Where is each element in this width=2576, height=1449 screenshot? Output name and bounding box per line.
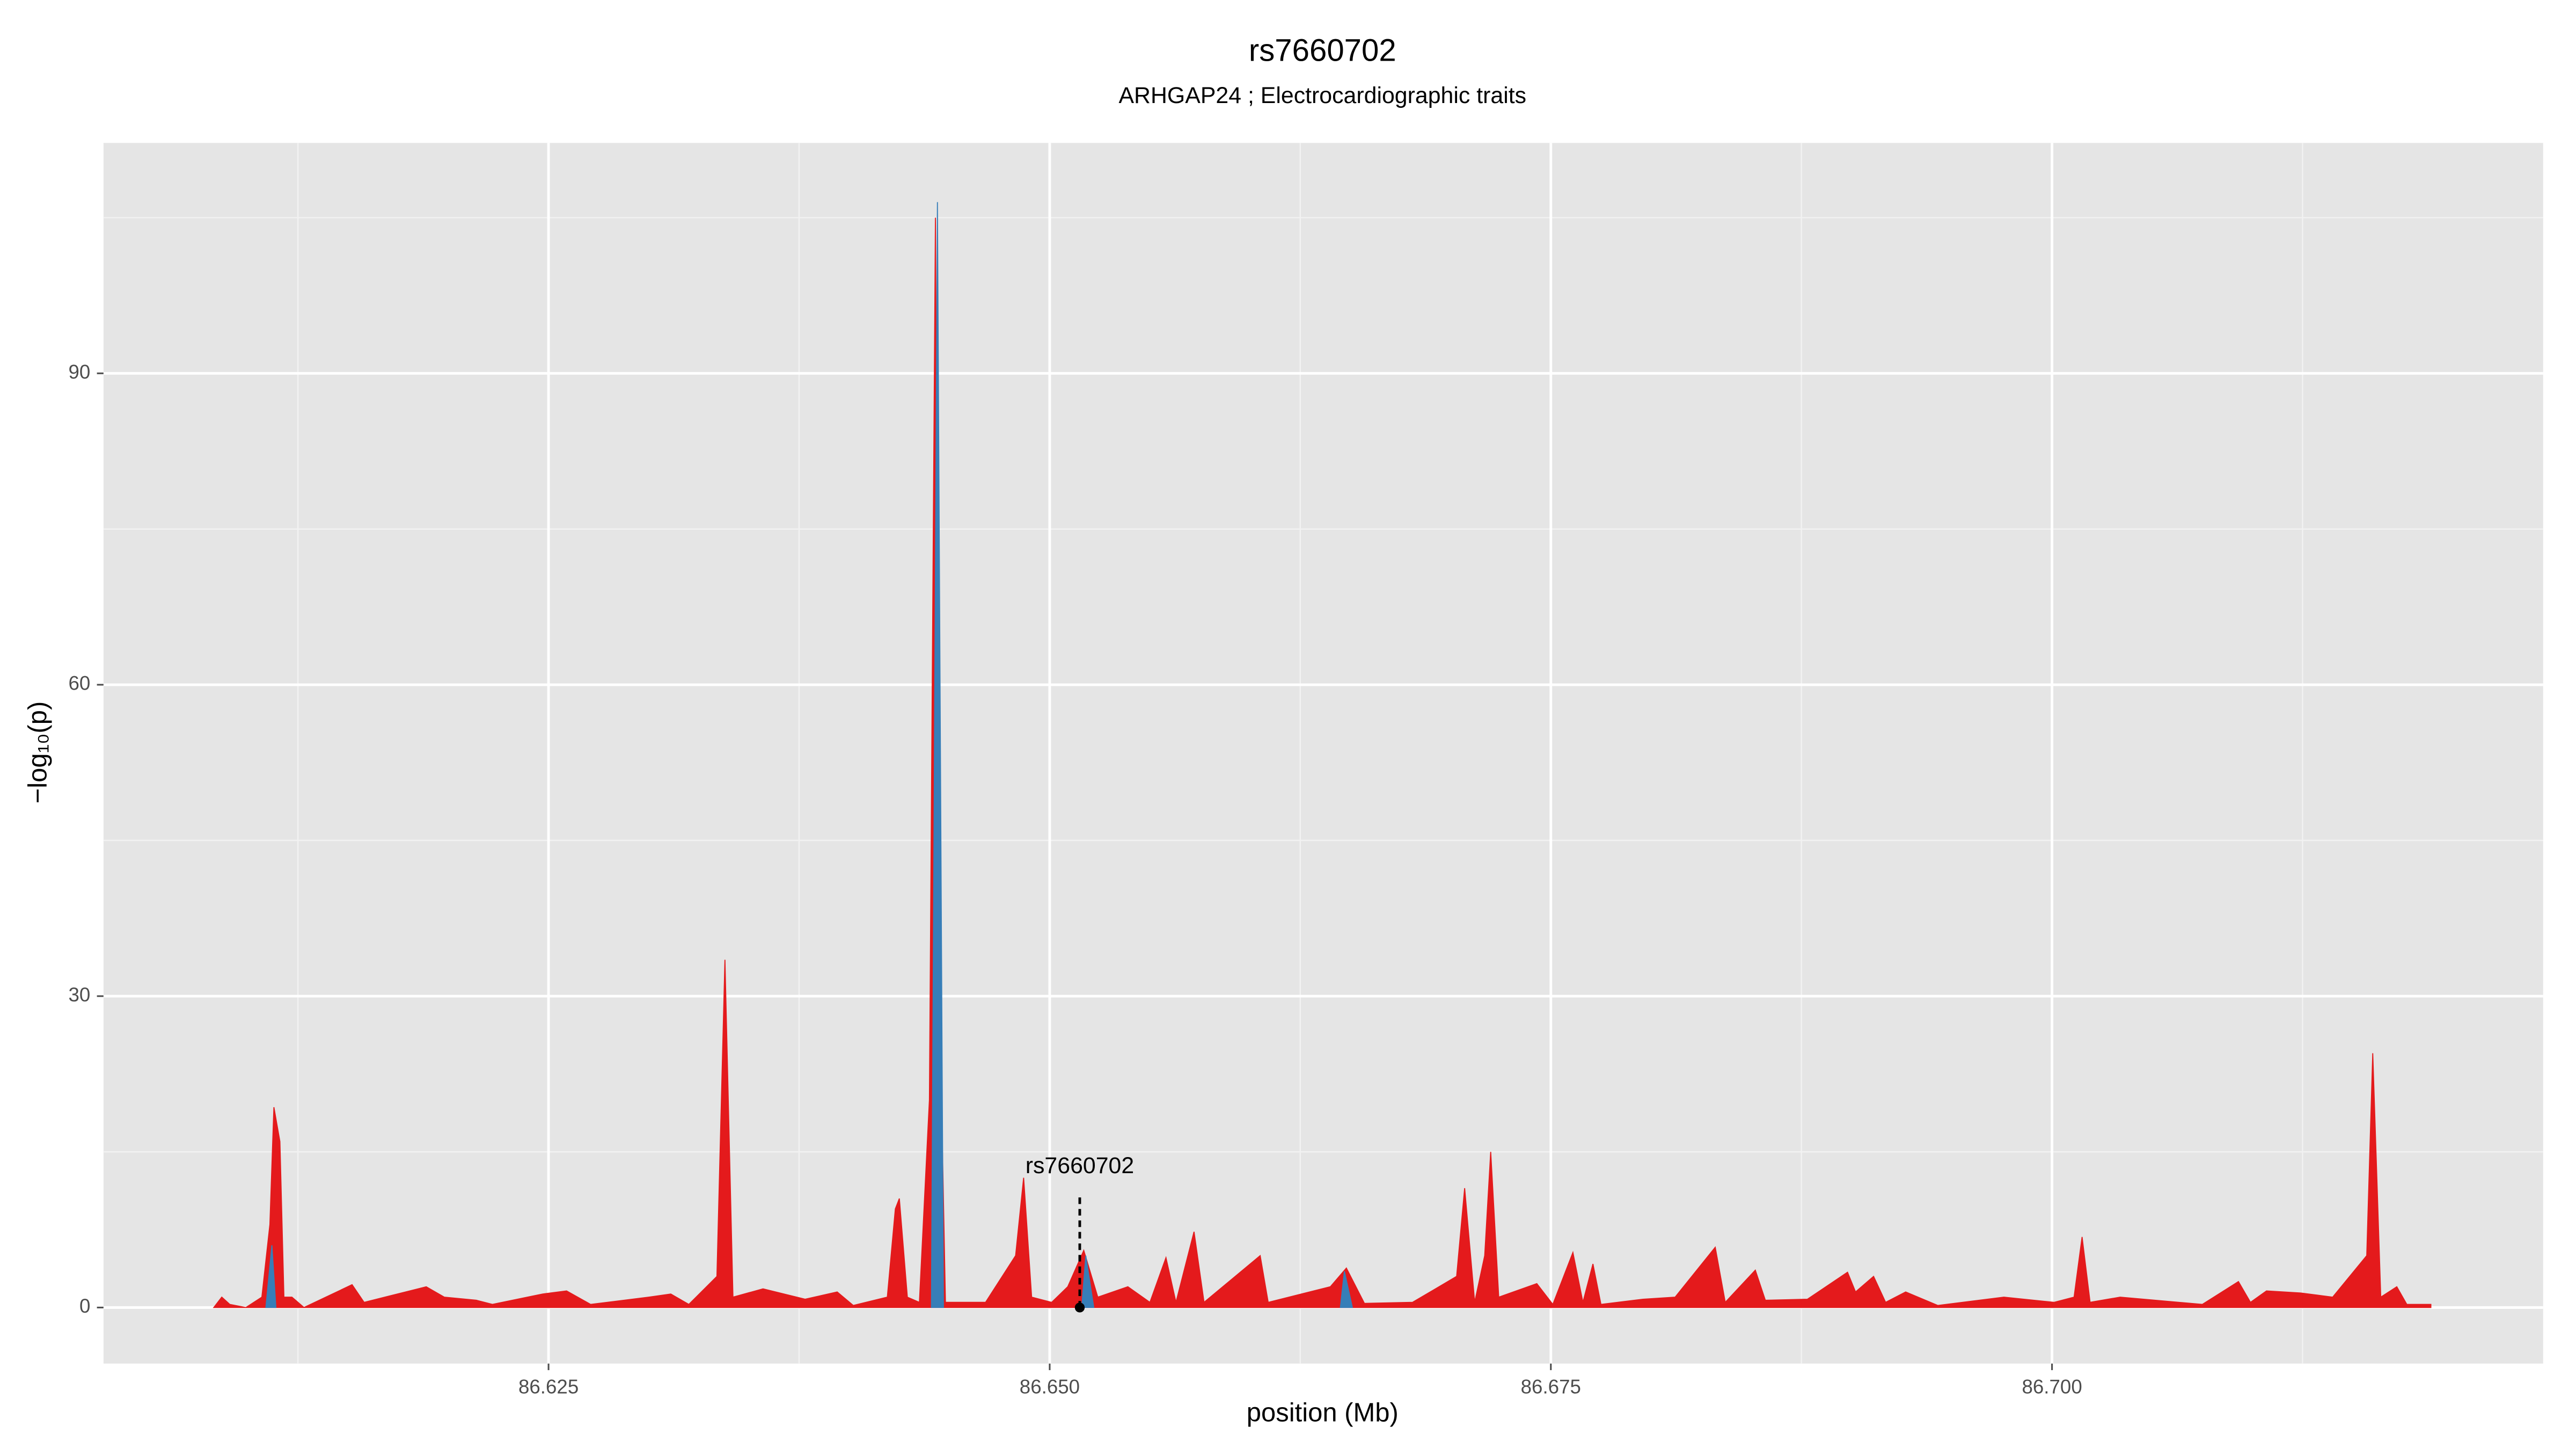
y-tick-label: 90: [69, 361, 91, 383]
chart-title: rs7660702: [1249, 33, 1396, 68]
x-tick-label: 86.675: [1521, 1375, 1581, 1397]
x-tick-label: 86.700: [2022, 1375, 2082, 1397]
x-axis-label: position (Mb): [1247, 1399, 1399, 1428]
y-tick-label: 60: [69, 672, 91, 694]
area: [213, 217, 2432, 1308]
x-tick-label: 86.650: [1020, 1375, 1080, 1397]
x-tick-label: 86.625: [518, 1375, 579, 1397]
y-tick-label: 30: [69, 984, 91, 1006]
area: [265, 202, 1353, 1308]
y-axis-label: −log₁₀(p): [23, 701, 52, 804]
chart-subtitle: ARHGAP24 ; Electrocardiographic traits: [1118, 83, 1526, 108]
y-tick-label: 0: [79, 1295, 90, 1317]
annotation-point: [1074, 1302, 1085, 1313]
annotation-label: rs7660702: [1026, 1153, 1134, 1179]
plot-background: [103, 143, 2543, 1364]
